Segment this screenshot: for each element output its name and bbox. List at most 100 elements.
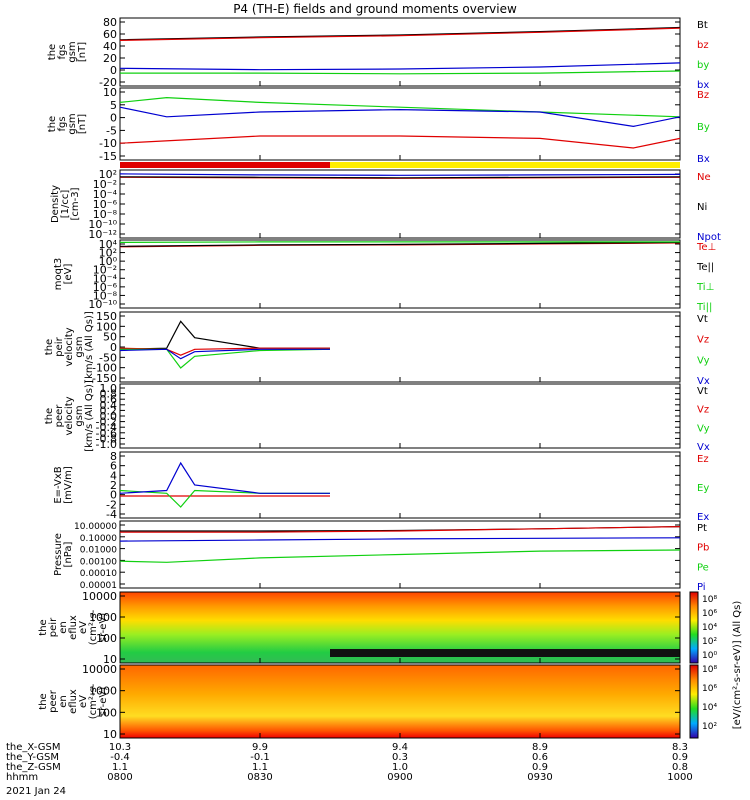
y-tick-label-temp-5: 10⁻⁶ bbox=[93, 281, 118, 294]
y-tick-label-temp-6: 10⁻⁸ bbox=[93, 289, 118, 302]
x-col-3-z: 0.9 bbox=[532, 762, 548, 773]
colorbar-bottom bbox=[689, 664, 699, 739]
series-pressure-3 bbox=[119, 537, 681, 542]
panel-vpeer: 1.00.80.60.40.20.0-0.2-0.4-0.6-0.8-1.0 th… bbox=[44, 380, 710, 453]
y-label-bgsm-3: [nT] bbox=[77, 42, 88, 62]
y-tick-label-density-2: 10⁻⁴ bbox=[93, 188, 118, 201]
series-temp-1 bbox=[119, 241, 681, 247]
y-tick-label-pressure-4: 0.00010 bbox=[80, 569, 117, 579]
y-tick-label-efield-3: 2 bbox=[110, 479, 117, 492]
y-tick-label-pressure-3: 0.00100 bbox=[80, 557, 117, 567]
y-tick-label-peer_spec-2: 100 bbox=[96, 706, 117, 719]
series-temp-2 bbox=[119, 241, 680, 243]
series-density-1 bbox=[119, 176, 681, 179]
y-tick-label-pressure-5: 0.00001 bbox=[80, 581, 117, 591]
legend-vpeir-0: Vt bbox=[697, 314, 708, 325]
series-bgsm-2 bbox=[120, 70, 681, 75]
series-bgsm-1 bbox=[119, 27, 681, 41]
y-tick-label-efield-1: 6 bbox=[110, 460, 117, 473]
y-label-vpeer-4: [km/s (All Qs)] bbox=[84, 380, 95, 452]
y-tick-label-bgsm-3: 20 bbox=[103, 52, 117, 65]
x-col-2-z: 1.0 bbox=[392, 762, 408, 773]
y-label-vpeir-2: velocity bbox=[64, 327, 75, 366]
y-label-bdsl-2: gsm bbox=[67, 113, 78, 134]
y-tick-label-vpeir-6: -150 bbox=[92, 372, 117, 385]
y-tick-label-pressure-0: 10.00000 bbox=[74, 522, 117, 532]
y-tick-label-efield-5: -2 bbox=[106, 498, 117, 511]
legend-density-1: Ni bbox=[697, 202, 707, 213]
y-tick-label-vpeer-1: 0.8 bbox=[100, 388, 118, 401]
legend-temp-2: Ti⊥ bbox=[696, 282, 714, 293]
y-tick-label-density-5: 10⁻¹⁰ bbox=[88, 218, 117, 231]
y-tick-label-efield-4: 0 bbox=[110, 489, 117, 502]
y-label-density-0: Density bbox=[50, 185, 61, 223]
y-tick-label-bgsm-0: 80 bbox=[103, 16, 117, 29]
series-bdsl-0 bbox=[119, 135, 681, 149]
y-tick-label-bdsl-2: 0 bbox=[110, 112, 117, 125]
y-tick-label-vpeer-5: 0.0 bbox=[100, 410, 118, 423]
legend-vpeer-2: Vy bbox=[697, 423, 710, 434]
y-tick-label-vpeer-6: -0.2 bbox=[96, 416, 117, 429]
series-vpeir-0 bbox=[119, 320, 330, 350]
colorbar-top-tick-3: 10² bbox=[702, 637, 717, 647]
colorbar-bottom-tick-3: 10² bbox=[702, 722, 717, 732]
legend-vpeer-3: Vx bbox=[697, 442, 710, 453]
x-row-label-1: the_Y-GSM bbox=[6, 752, 59, 763]
y-tick-label-vpeir-2: 50 bbox=[103, 331, 117, 344]
y-tick-label-density-4: 10⁻⁸ bbox=[93, 208, 118, 221]
panel-frame-density bbox=[119, 169, 681, 239]
y-tick-label-peir_spec-3: 10 bbox=[103, 653, 117, 666]
y-label-vpeir-0: the bbox=[44, 339, 55, 355]
y-tick-label-bgsm-1: 60 bbox=[103, 28, 117, 41]
colorbar-bottom-tick-1: 10⁶ bbox=[702, 684, 717, 694]
y-tick-label-peer_spec-3: 10 bbox=[103, 728, 117, 741]
y-tick-label-temp-1: 10² bbox=[99, 247, 117, 260]
colorbar-label: [eV/(cm²-s-sr-eV)] (All Qs) bbox=[732, 601, 743, 730]
legend-bgsm-2: by bbox=[697, 60, 709, 71]
y-tick-label-temp-3: 10⁻² bbox=[93, 264, 117, 277]
y-label-peir_spec-1: peir bbox=[48, 617, 59, 637]
legend-bdsl-1: By bbox=[697, 122, 710, 133]
y-label-bgsm-0: the bbox=[47, 44, 58, 60]
y-label-vpeer-2: velocity bbox=[64, 396, 75, 435]
y-label-efield-0: E=-VxB bbox=[53, 466, 64, 503]
legend-density-0: Ne bbox=[697, 172, 711, 183]
y-tick-label-bgsm-4: 0 bbox=[110, 64, 117, 77]
y-label-bdsl-1: fgs bbox=[57, 116, 68, 131]
mode-bar-segment-1 bbox=[330, 162, 680, 168]
y-tick-label-vpeir-3: 0 bbox=[110, 341, 117, 354]
y-tick-label-vpeer-8: -0.6 bbox=[96, 427, 117, 440]
colorbar-top-tick-4: 10⁰ bbox=[702, 651, 717, 661]
y-tick-label-bdsl-5: -15 bbox=[99, 150, 117, 163]
y-tick-label-density-1: 10⁻² bbox=[93, 178, 117, 191]
spectrogram-peer_spec bbox=[120, 665, 680, 738]
y-label-bgsm-2: gsm bbox=[67, 41, 78, 62]
series-bdsl-2 bbox=[119, 106, 681, 128]
legend-bgsm-1: bz bbox=[697, 40, 709, 51]
legend-bdsl-0: Bz bbox=[697, 90, 709, 101]
legend-efield-2: Ex bbox=[697, 512, 709, 523]
colorbar-bottom-tick-2: 10⁴ bbox=[702, 703, 717, 713]
legend-bdsl-2: Bx bbox=[697, 154, 710, 165]
y-label-peer_spec-2: en bbox=[58, 695, 69, 708]
y-label-density-2: [cm-3] bbox=[70, 187, 81, 220]
x-col-0-y: -0.4 bbox=[110, 752, 130, 763]
spectrogram-dark-band bbox=[330, 649, 680, 657]
y-tick-label-temp-0: 10⁴ bbox=[99, 238, 118, 251]
legend-vpeir-2: Vy bbox=[697, 355, 710, 366]
series-vpeir-2 bbox=[120, 348, 331, 369]
y-tick-label-vpeir-0: 150 bbox=[96, 310, 117, 323]
y-tick-label-bdsl-4: -10 bbox=[99, 137, 117, 150]
x-col-2-y: 0.3 bbox=[392, 752, 408, 763]
y-label-vpeer-1: peer bbox=[54, 404, 65, 428]
y-tick-label-density-6: 10⁻¹² bbox=[88, 228, 117, 241]
y-label-vpeir-4: [km/s (All Qs)] bbox=[84, 311, 95, 383]
x-col-1-x: 9.9 bbox=[252, 742, 268, 753]
y-tick-label-peer_spec-0: 10000 bbox=[82, 663, 117, 676]
legend-vpeer-0: Vt bbox=[697, 386, 708, 397]
x-col-4-hhmm: 1000 bbox=[667, 772, 692, 783]
